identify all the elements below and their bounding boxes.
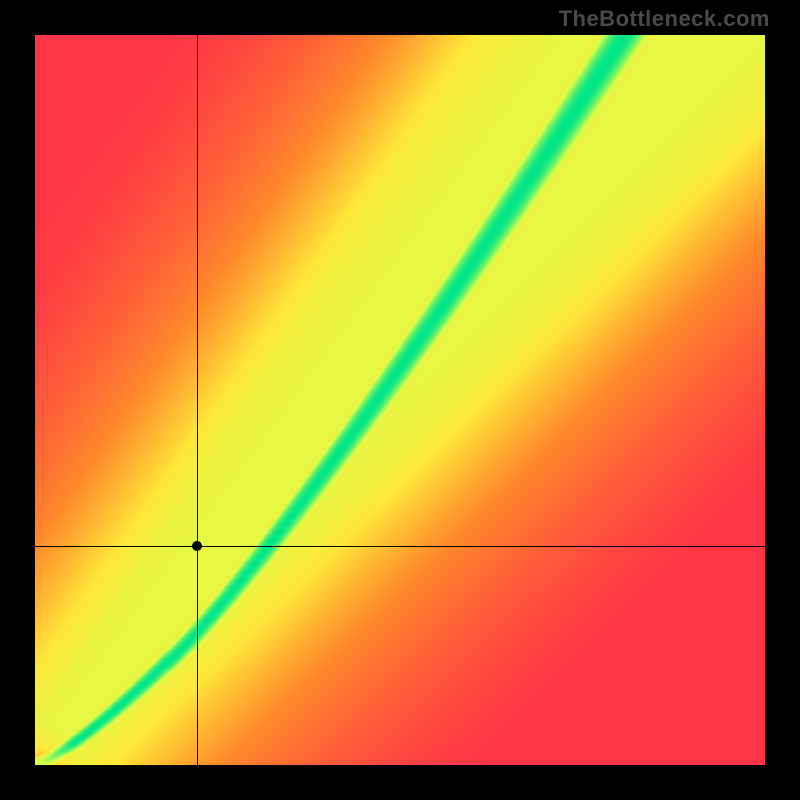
heatmap-plot bbox=[35, 35, 765, 765]
crosshair-vertical bbox=[197, 35, 198, 765]
watermark-text: TheBottleneck.com bbox=[559, 6, 770, 32]
heatmap-canvas bbox=[35, 35, 765, 765]
crosshair-marker bbox=[192, 541, 202, 551]
crosshair-horizontal bbox=[35, 546, 765, 547]
